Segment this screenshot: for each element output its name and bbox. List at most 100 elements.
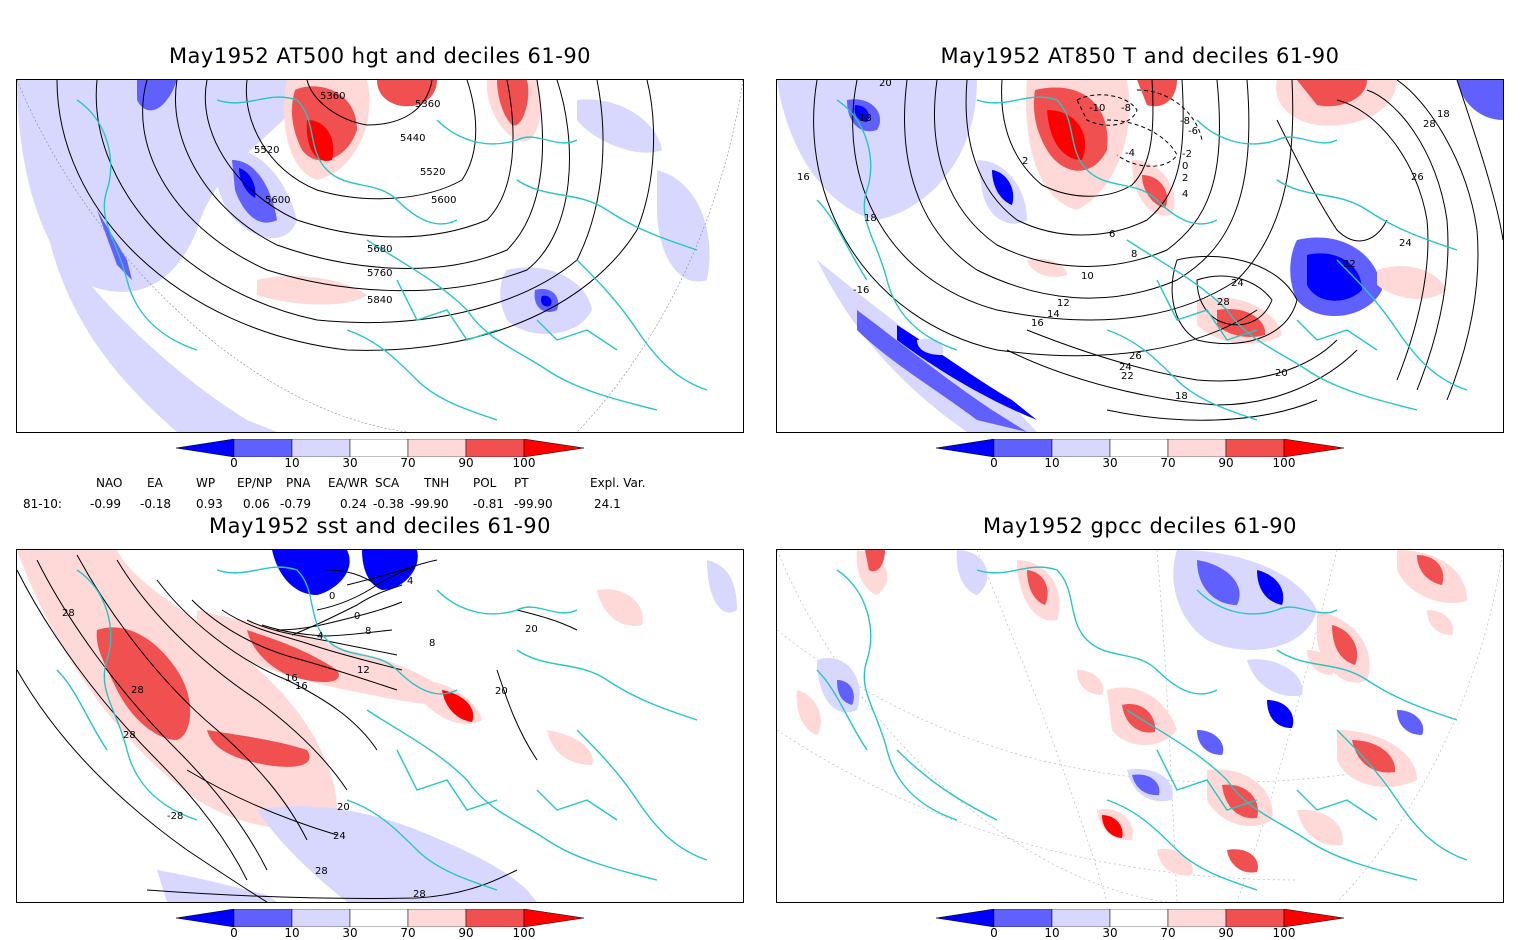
colorbar-tick: 10 <box>284 926 300 940</box>
projection-edge <box>17 80 408 432</box>
contour-label: 28 <box>413 889 426 900</box>
colorbar-tick: 30 <box>1102 456 1118 470</box>
colorbar-tick: 30 <box>342 456 358 470</box>
contour-label: 0 <box>354 611 360 622</box>
contour-label: 8 <box>1131 249 1137 260</box>
contour-label: 2 <box>1022 156 1028 167</box>
contour-label: 5680 <box>367 244 392 255</box>
contour-label: 26 <box>1129 351 1142 362</box>
contour-label: 4 <box>317 631 323 642</box>
map-panel-hgt: 5360 5360 5440 5520 5520 5600 5600 5680 … <box>16 79 744 433</box>
colorbar-tick: 70 <box>400 926 416 940</box>
colorbar-tick: 90 <box>1218 926 1234 940</box>
map-panel-gpcc <box>776 549 1504 903</box>
index-value-nao: -0.99 <box>90 497 122 511</box>
contour-label: 8 <box>429 638 435 649</box>
coastlines <box>816 566 1468 891</box>
colorbar-tick: 10 <box>284 456 300 470</box>
colorbar-tick: 90 <box>458 926 474 940</box>
sst-contours <box>17 554 578 902</box>
colorbar-tick: 100 <box>1272 456 1296 470</box>
colorbar-tick: 70 <box>1160 926 1176 940</box>
contour-label: 5600 <box>431 195 456 206</box>
contour-label: 16 <box>797 172 810 183</box>
contour-label: 22 <box>1121 371 1134 382</box>
colorbar-t850: 0 10 30 70 90 100 <box>935 438 1346 479</box>
height-contours <box>56 80 655 351</box>
map-panel-t850: 20 18 16 18 -16 2 -10 -8 -8 -6 -4 -2 0 4… <box>776 79 1504 433</box>
contour-label: 12 <box>1057 298 1070 309</box>
decile-shading <box>777 80 1503 432</box>
index-value-epnp: 0.06 <box>243 497 270 511</box>
index-header-explvar: Expl. Var. <box>590 476 646 490</box>
contour-labels: 28 28 28 16 12 4 8 0 0 4 8 20 20 24 28 2… <box>62 576 538 900</box>
contour-label: -4 <box>1125 148 1135 159</box>
colorbar-tick: 10 <box>1044 926 1060 940</box>
index-value-wp: 0.93 <box>196 497 223 511</box>
colorbar-swatches <box>935 438 1345 458</box>
index-value-pol: -0.81 <box>473 497 505 511</box>
panel-title-sst: May1952 sst and deciles 61-90 <box>208 514 552 538</box>
colorbar-tick: 100 <box>1272 926 1296 940</box>
contour-label: 20 <box>525 624 538 635</box>
panel-title-gpcc: May1952 gpcc deciles 61-90 <box>983 514 1297 538</box>
index-value-explvar: 24.1 <box>594 497 621 511</box>
contour-label: 20 <box>495 686 508 697</box>
contour-label: -10 <box>1089 103 1105 114</box>
index-row-label: 81-10: <box>23 497 62 511</box>
contour-label: 16 <box>1031 318 1044 329</box>
contour-label: 24 <box>1231 278 1244 289</box>
contour-label: 28 <box>123 730 136 741</box>
contour-label: 5520 <box>254 145 279 156</box>
precip-deciles <box>796 550 1467 876</box>
contour-label: 18 <box>864 213 877 224</box>
colorbar-swatches <box>175 908 585 928</box>
colorbar-tick: 70 <box>400 456 416 470</box>
contour-label: 4 <box>407 576 413 587</box>
contour-label: 5360 <box>415 99 440 110</box>
index-header-nao: NAO <box>96 476 123 490</box>
contour-label: 20 <box>1275 368 1288 379</box>
colorbar-sst: 0 10 30 70 90 100 <box>175 908 586 940</box>
contour-label: 20 <box>337 802 350 813</box>
colorbar-tick: 70 <box>1160 456 1176 470</box>
colorbar-tick: 100 <box>512 926 536 940</box>
contour-label: 2 <box>1182 173 1188 184</box>
temperature-contours-dashed <box>1076 89 1203 167</box>
contour-label: 5440 <box>400 133 425 144</box>
contour-labels: 5360 5360 5440 5520 5520 5600 5600 5680 … <box>254 91 456 306</box>
contour-label: 16 <box>295 681 308 692</box>
index-header-pol: POL <box>473 476 497 490</box>
index-value-pna: -0.79 <box>280 497 312 511</box>
colorbar-tick: 30 <box>1102 926 1118 940</box>
colorbar-tick: 90 <box>1218 456 1234 470</box>
contour-label: 5600 <box>265 195 290 206</box>
colorbar-tick: 0 <box>990 456 998 470</box>
colorbar-gpcc: 0 10 30 70 90 100 <box>935 908 1346 940</box>
contour-label: 18 <box>859 113 872 124</box>
contour-label: 6 <box>1109 229 1115 240</box>
index-header-pna: PNA <box>286 476 311 490</box>
contour-label: -28 <box>167 811 183 822</box>
contour-label: 28 <box>131 685 144 696</box>
index-header-sca: SCA <box>375 476 400 490</box>
index-value-eawr: 0.24 <box>340 497 367 511</box>
colorbar-hgt: 0 10 30 70 90 100 <box>175 438 586 479</box>
colorbar-tick: 90 <box>458 456 474 470</box>
contour-label: -8 <box>1121 103 1131 114</box>
index-value-ea: -0.18 <box>140 497 172 511</box>
contour-label: 16 <box>285 673 298 684</box>
contour-label: 12 <box>357 665 370 676</box>
colorbar-tick: 0 <box>230 456 238 470</box>
contour-label: 10 <box>1081 271 1094 282</box>
contour-label: 28 <box>315 866 328 877</box>
index-header-ea: EA <box>147 476 163 490</box>
contour-label: 18 <box>1175 391 1188 402</box>
map-panel-sst: 28 28 28 16 12 4 8 0 0 4 8 20 20 24 28 2… <box>16 549 744 903</box>
contour-label: 24 <box>1399 238 1412 249</box>
coastlines <box>816 96 1468 421</box>
index-header-pt: PT <box>514 476 529 490</box>
contour-label: 5840 <box>367 295 392 306</box>
contour-label: 5760 <box>367 268 392 279</box>
temperature-contours <box>813 80 1503 421</box>
